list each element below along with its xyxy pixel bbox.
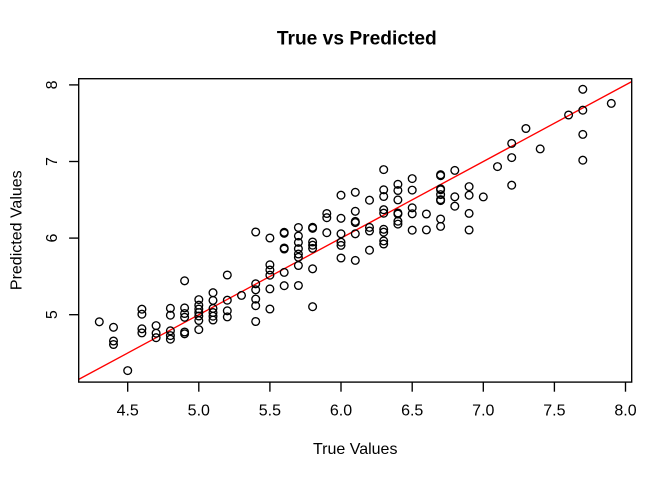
svg-text:4.5: 4.5 [117, 402, 139, 419]
svg-text:8.0: 8.0 [614, 402, 636, 419]
svg-text:True vs Predicted: True vs Predicted [277, 28, 437, 49]
svg-text:7.5: 7.5 [543, 402, 565, 419]
svg-text:5.5: 5.5 [259, 402, 281, 419]
svg-text:7.0: 7.0 [472, 402, 494, 419]
svg-text:6.5: 6.5 [401, 402, 423, 419]
svg-text:5: 5 [44, 310, 61, 319]
svg-text:8: 8 [44, 80, 61, 89]
svg-text:True Values: True Values [313, 441, 397, 458]
svg-text:7: 7 [44, 157, 61, 166]
svg-text:6.0: 6.0 [330, 402, 352, 419]
svg-text:5.0: 5.0 [188, 402, 210, 419]
svg-text:Predicted Values: Predicted Values [9, 170, 26, 290]
svg-text:6: 6 [44, 234, 61, 243]
